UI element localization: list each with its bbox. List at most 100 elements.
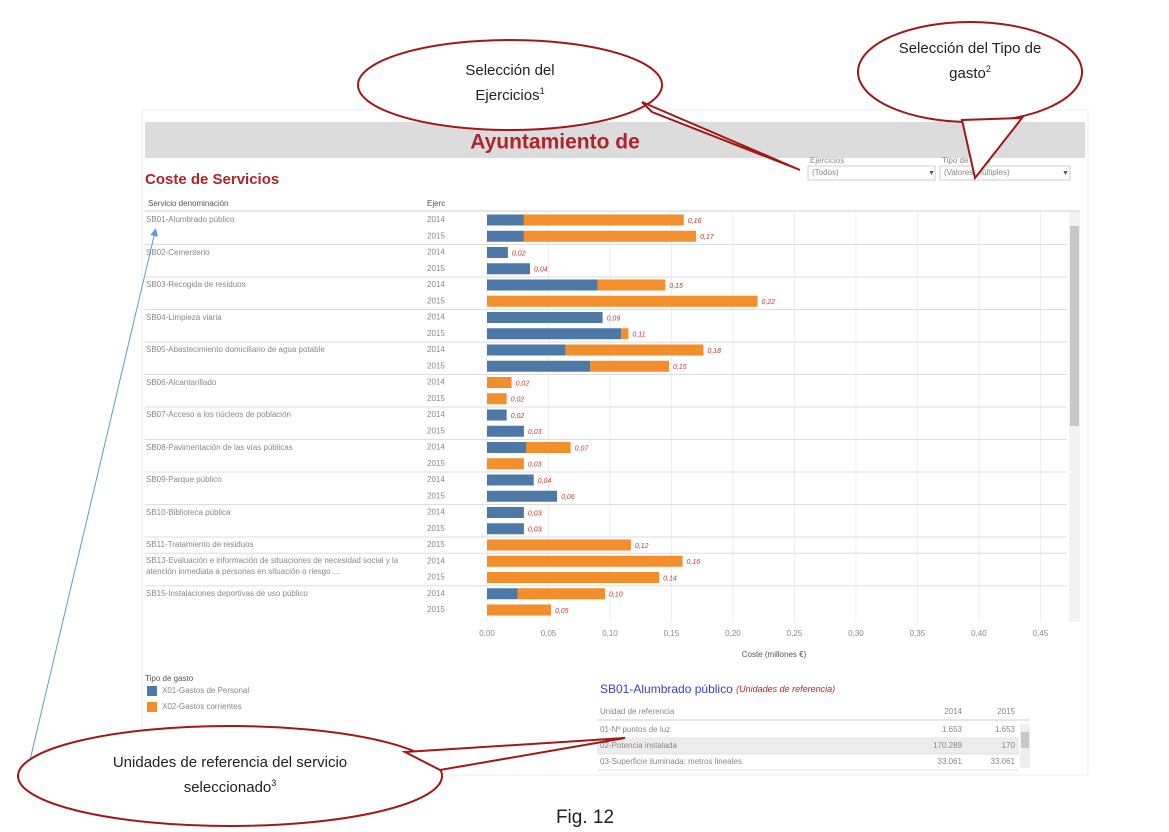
category-label: SB06-Alcantarillado bbox=[146, 377, 217, 387]
dropdown-arrow: ▼ bbox=[1062, 170, 1069, 177]
total-label: 0,10 bbox=[609, 592, 623, 599]
total-label: 0,15 bbox=[673, 364, 687, 371]
table-cell: 1.653 bbox=[995, 725, 1016, 734]
filter-dropdown[interactable] bbox=[807, 165, 936, 181]
year-label: 2014 bbox=[427, 345, 445, 354]
year-label: 2015 bbox=[427, 264, 445, 273]
legend: X01-Gastos de Personal X02-Gastos corrien… bbox=[147, 686, 249, 712]
x-tick-label: 0,30 bbox=[848, 629, 864, 638]
year-label: 2015 bbox=[427, 524, 445, 533]
bar-segment bbox=[621, 328, 629, 340]
year-label: 2014 bbox=[427, 508, 445, 517]
year-label: 2014 bbox=[427, 589, 445, 598]
total-label: 0,04 bbox=[538, 478, 552, 485]
year-label: 2014 bbox=[427, 248, 445, 257]
year-label: 2014 bbox=[427, 215, 445, 224]
category-label-box: SB09-Parque público bbox=[146, 475, 222, 484]
detail-title: SB01-Alumbrado público (Unidades de refe… bbox=[600, 682, 835, 696]
bar-segment bbox=[487, 507, 524, 518]
total-label: 0,03 bbox=[528, 527, 542, 534]
bar-segment bbox=[487, 230, 524, 242]
total-label: 0,16 bbox=[687, 559, 701, 566]
category-label: SB13-Evaluación e información de situaci… bbox=[146, 556, 399, 577]
year-label: 2014 bbox=[427, 410, 445, 419]
table-header: Unidad de referencia bbox=[600, 707, 675, 716]
category-label: SB15-Instalaciones deportivas de uso púb… bbox=[146, 588, 308, 598]
callout-note: 3 bbox=[271, 778, 277, 788]
category-label: SB05-Abastecimiento domiciliario de agua… bbox=[146, 345, 325, 354]
total-label: 0,18 bbox=[707, 348, 721, 355]
year-label: 2015 bbox=[427, 231, 445, 240]
header-title: Ayuntamiento de bbox=[470, 131, 640, 154]
table-cell: 170 bbox=[1002, 741, 1016, 750]
category-label: SB01-Alumbrado público bbox=[146, 215, 235, 224]
bar-segment bbox=[487, 572, 660, 583]
callout-text: Selección del Tipo de gasto2 bbox=[895, 38, 1045, 84]
bar-segment bbox=[487, 279, 598, 291]
category-label-box: SB15-Instalaciones deportivas de uso púb… bbox=[146, 588, 308, 598]
total-label: 0,16 bbox=[688, 218, 702, 225]
total-label: 0,06 bbox=[561, 494, 575, 501]
year-label: 2015 bbox=[427, 491, 445, 500]
category-label-box: SB03-Recogida de residuos bbox=[146, 280, 246, 289]
bar-segment bbox=[487, 295, 758, 307]
year-label: 2014 bbox=[427, 556, 445, 565]
bar-segment bbox=[487, 588, 518, 600]
header-subtitle: Coste de Servicios bbox=[145, 171, 279, 188]
year-label: 2015 bbox=[427, 426, 445, 435]
total-label: 0,15 bbox=[669, 283, 683, 290]
table-cell: 02-Potencia instalada bbox=[600, 741, 677, 750]
category-label: SB09-Parque público bbox=[146, 475, 222, 484]
header-band bbox=[145, 122, 1085, 158]
callout-text: Unidades de referencia del servicio sele… bbox=[110, 752, 350, 798]
year-label: 2014 bbox=[427, 313, 445, 322]
bar-segment bbox=[487, 425, 524, 437]
legend-swatch bbox=[147, 686, 157, 696]
x-tick-label: 0,00 bbox=[479, 629, 495, 638]
bar-segment bbox=[487, 523, 524, 535]
category-label-box: SB06-Alcantarillado bbox=[146, 377, 217, 387]
bar-segment bbox=[487, 328, 622, 340]
figure-caption: Fig. 12 bbox=[556, 807, 614, 828]
category-label: SB11-Tratamiento de residuos bbox=[146, 540, 254, 549]
legend-label: X02-Gastos corrientes bbox=[162, 702, 242, 711]
table-cell: 33.061 bbox=[991, 757, 1016, 766]
year-label: 2015 bbox=[427, 361, 445, 370]
callout-label: Unidades de referencia del servicio sele… bbox=[112, 754, 348, 796]
bar-segment bbox=[487, 409, 507, 421]
callout-text-box: Selección del Ejercicios1 bbox=[445, 60, 575, 106]
callout-text-box: Selección del Tipo de gasto2 bbox=[895, 38, 1045, 84]
year-label: 2015 bbox=[427, 459, 445, 468]
bar-segment bbox=[487, 214, 524, 226]
bar-segment bbox=[487, 393, 507, 405]
table-cell: 1.653 bbox=[942, 725, 963, 734]
bar-segment bbox=[597, 279, 666, 291]
x-tick-label: 0,45 bbox=[1033, 629, 1049, 638]
year-label: 2015 bbox=[427, 573, 445, 582]
total-label: 0,09 bbox=[607, 315, 621, 322]
bar-segment bbox=[487, 458, 524, 470]
scrollbar-thumb[interactable] bbox=[1070, 226, 1079, 426]
total-label: 0,02 bbox=[511, 397, 525, 404]
year-label: 2014 bbox=[427, 443, 445, 452]
category-label-box: SB08-Pavimentación de las vías públicas bbox=[146, 443, 293, 452]
total-label: 0,02 bbox=[512, 250, 526, 257]
scrollbar-thumb[interactable] bbox=[1021, 732, 1029, 748]
legend-swatch bbox=[147, 702, 157, 712]
bar-segment bbox=[487, 360, 591, 372]
year-label: 2014 bbox=[427, 378, 445, 387]
total-label: 0,22 bbox=[762, 299, 776, 306]
bar-segment bbox=[487, 312, 603, 323]
filter-label: Ejercicios bbox=[810, 156, 844, 165]
bar-segment bbox=[487, 247, 508, 258]
bar-segment bbox=[487, 344, 566, 356]
detail-subtitle: (Unidades de referencia) bbox=[736, 684, 835, 694]
year-label: 2015 bbox=[427, 329, 445, 338]
callout-text: Selección del Ejercicios1 bbox=[445, 60, 575, 106]
x-axis-title: Coste (millones €) bbox=[742, 650, 807, 659]
dropdown-arrow: ▼ bbox=[928, 170, 935, 177]
callout-pointer bbox=[401, 737, 626, 772]
detail-title-text: SB01-Alumbrado público bbox=[600, 682, 733, 696]
x-tick-label: 0,35 bbox=[910, 629, 926, 638]
x-tick-label: 0,05 bbox=[541, 629, 557, 638]
